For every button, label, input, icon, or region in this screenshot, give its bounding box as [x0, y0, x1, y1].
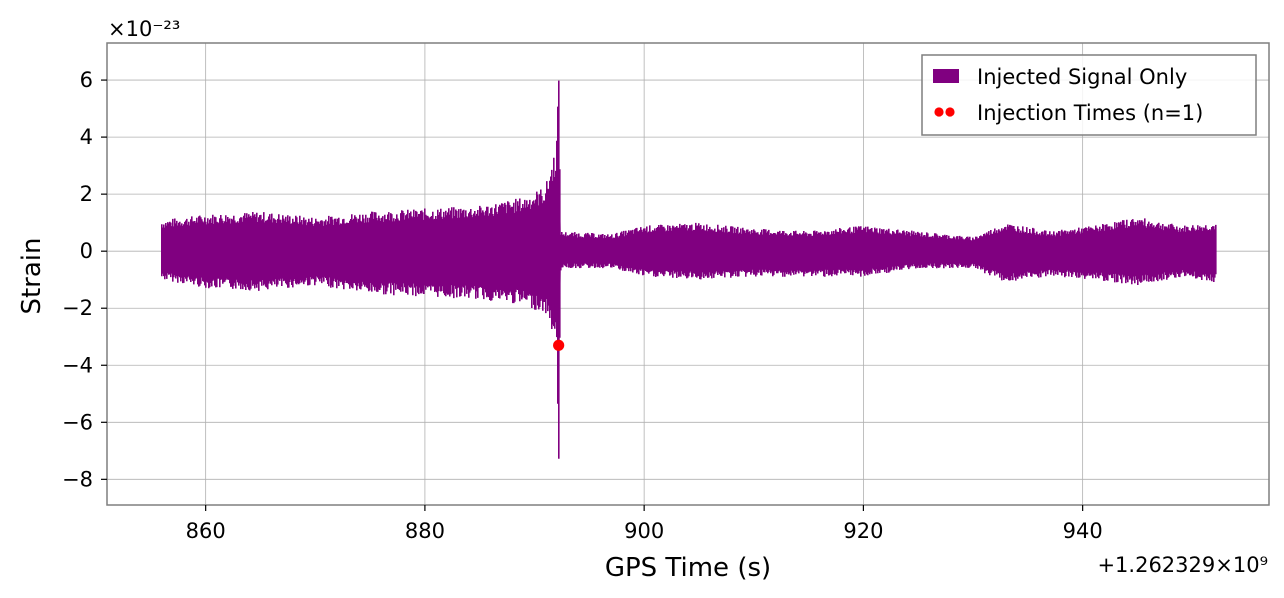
y-tick-label: 6 — [80, 68, 93, 92]
injection-time-point — [553, 339, 565, 351]
x-tick-label: 900 — [624, 519, 664, 543]
series-injected-signal-band — [161, 121, 1217, 413]
y-scale-label: ×10⁻²³ — [108, 17, 180, 41]
y-tick-label: −4 — [62, 353, 93, 377]
legend-label-injection: Injection Times (n=1) — [977, 101, 1203, 125]
x-tick-label: 880 — [405, 519, 445, 543]
y-axis-title: Strain — [17, 237, 47, 314]
y-tick-label: 2 — [80, 182, 93, 206]
legend-label-signal: Injected Signal Only — [977, 65, 1187, 89]
axes-frame — [106, 42, 1270, 506]
legend-marker-injection — [945, 107, 955, 117]
y-tick-label: 0 — [80, 239, 93, 263]
y-tick-label: −8 — [62, 467, 93, 491]
y-tick-label: −6 — [62, 410, 93, 434]
x-tick-label: 860 — [186, 519, 226, 543]
x-tick-label: 920 — [843, 519, 883, 543]
ticks: 860 880 900 920 940 6 4 2 0 −2 −4 −6 −8 — [62, 68, 1103, 543]
y-tick-label: −2 — [62, 296, 93, 320]
x-tick-label: 940 — [1063, 519, 1103, 543]
legend-marker-injection — [934, 107, 944, 117]
x-offset-label: +1.262329×10⁹ — [1097, 553, 1268, 577]
legend-frame — [921, 54, 1257, 136]
plot-area — [161, 80, 1217, 459]
legend-swatch-signal — [933, 69, 959, 83]
legend: Injected Signal Only Injection Times (n=… — [921, 54, 1257, 136]
y-tick-label: 4 — [80, 125, 93, 149]
x-axis-title: GPS Time (s) — [605, 553, 771, 583]
